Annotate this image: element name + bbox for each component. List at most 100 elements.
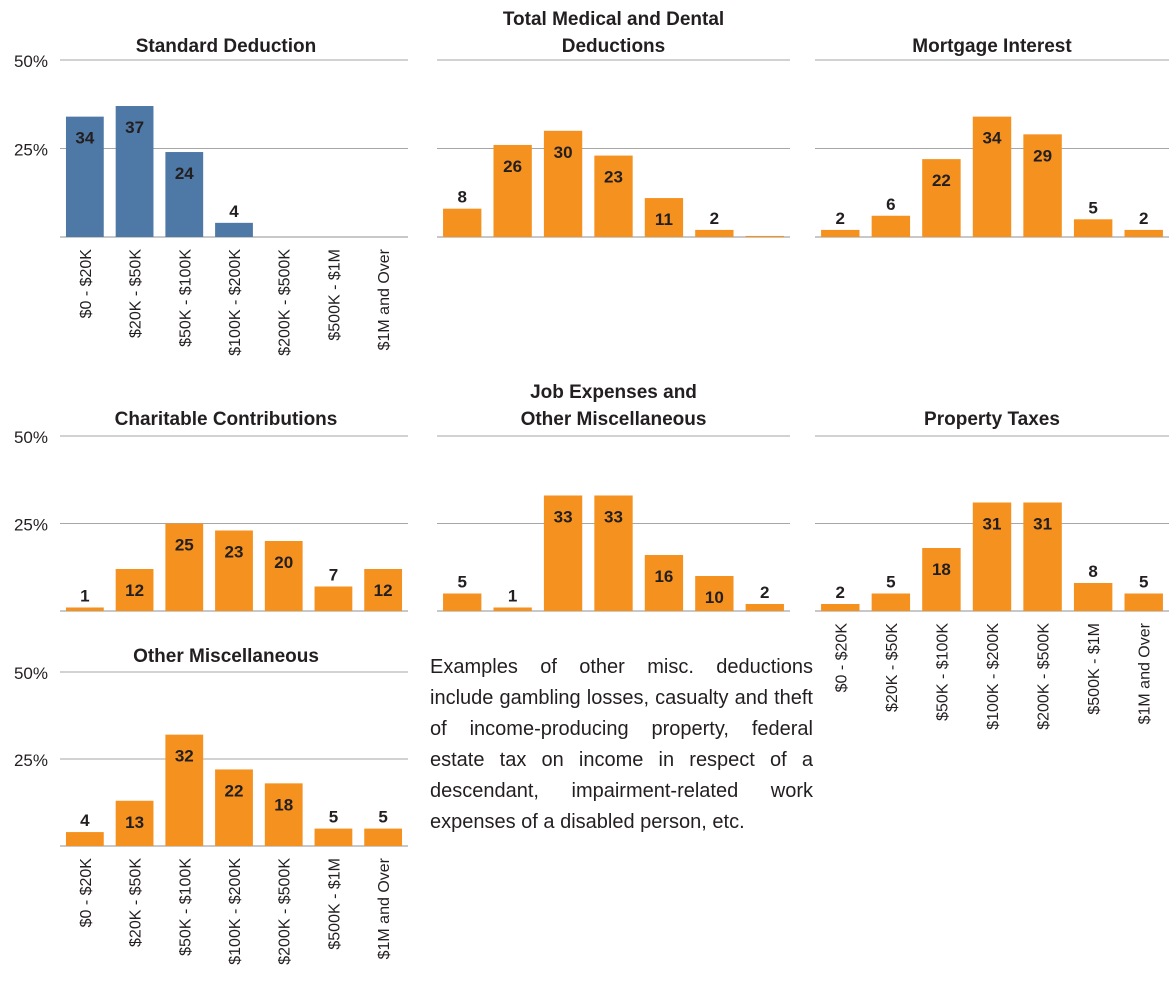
chart-title: Property Taxes <box>924 409 1060 430</box>
chart-4: Job Expenses and Other Miscellaneous 5 1 33 3… <box>437 382 790 612</box>
bar <box>115 569 154 611</box>
bar-value-label: 12 <box>125 581 144 600</box>
bar <box>1023 134 1062 237</box>
bar <box>364 569 403 611</box>
bar <box>644 555 684 611</box>
bar <box>215 530 253 611</box>
bar <box>745 235 784 237</box>
bar-value-label: 18 <box>932 560 951 579</box>
bar-value-label: 34 <box>75 129 94 148</box>
bar-value-label: 29 <box>1033 146 1052 165</box>
bar-value-label: 20 <box>274 553 293 572</box>
x-tick-label: $1M and Over <box>376 248 393 350</box>
bar <box>65 832 104 846</box>
chart-title: Total Medical and Dental <box>503 9 724 30</box>
bar-value-label: 12 <box>374 581 393 600</box>
bar <box>264 541 303 611</box>
bar-value-label: 5 <box>457 573 466 592</box>
bar <box>695 229 734 237</box>
x-tick-label: $100K - $200K <box>227 249 244 356</box>
bar-value-label: 31 <box>1033 515 1052 534</box>
bar <box>1124 593 1163 611</box>
bar-value-label: 5 <box>886 573 895 592</box>
bar <box>543 495 583 611</box>
bar <box>871 593 911 611</box>
bar-value-label: 33 <box>604 508 623 527</box>
bar-value-label: 11 <box>655 210 673 229</box>
bar-value-label: 8 <box>457 188 466 207</box>
bar-value-label: 6 <box>886 195 895 214</box>
bar <box>165 152 204 237</box>
y-tick-label: 50% <box>14 664 48 683</box>
bar-value-label: 2 <box>836 209 845 228</box>
chart-title: Other Miscellaneous <box>521 409 707 430</box>
x-tick-label: $50K - $100K <box>934 623 951 721</box>
chart-title: Mortgage Interest <box>912 36 1072 57</box>
bar <box>543 130 583 237</box>
bar <box>115 106 154 238</box>
bar <box>264 783 303 846</box>
chart-6: 50% 25% Other Miscellaneous 4 13 32 22 18 5 5 $0 -… <box>14 646 408 965</box>
chart-1: Total Medical and Dental Deductions 8 26 30 2… <box>437 9 790 238</box>
bar-value-label: 22 <box>932 171 951 190</box>
bar <box>1073 219 1113 237</box>
bar <box>165 734 204 846</box>
bar-value-label: 2 <box>710 209 719 228</box>
bar-value-label: 33 <box>554 508 573 527</box>
bar <box>314 586 353 611</box>
bar-value-label: 37 <box>125 118 144 137</box>
bar-value-label: 23 <box>225 543 244 562</box>
bar-value-label: 8 <box>1088 562 1097 581</box>
bar-value-label: 10 <box>705 588 724 607</box>
bar <box>871 215 911 237</box>
bar <box>443 593 482 611</box>
bar <box>493 144 532 237</box>
x-tick-label: $100K - $200K <box>985 623 1002 730</box>
bar-value-label: 5 <box>378 808 387 827</box>
bar-value-label: 18 <box>274 795 293 814</box>
bar-value-label: 1 <box>508 587 517 606</box>
bar-value-label: 7 <box>329 566 338 585</box>
bar <box>65 607 104 611</box>
y-tick-label: 50% <box>14 428 48 447</box>
bar <box>922 159 961 237</box>
chart-title: Charitable Contributions <box>115 409 338 430</box>
x-tick-label: $500K - $1M <box>1086 623 1103 715</box>
bar <box>1124 229 1163 237</box>
bar-value-label: 13 <box>125 813 144 832</box>
bar <box>65 116 104 237</box>
bar <box>364 828 403 846</box>
bar <box>821 604 860 611</box>
bar-value-label: 24 <box>175 164 194 183</box>
bar <box>115 800 154 846</box>
chart-title: Standard Deduction <box>136 36 317 57</box>
x-tick-label: $50K - $100K <box>177 249 194 347</box>
bar-value-label: 22 <box>225 781 244 800</box>
chart-title: Deductions <box>562 36 665 57</box>
chart-0: 50% 25% Standard Deduction 34 37 24 4 $0 - $20K… <box>14 36 408 356</box>
bar-value-label: 23 <box>604 168 623 187</box>
chart-3: 50% 25% Charitable Contributions 1 12 25 23 20 7… <box>14 409 408 612</box>
bar-value-label: 34 <box>983 129 1002 148</box>
x-tick-label: $200K - $500K <box>277 249 294 356</box>
x-tick-label: $500K - $1M <box>326 249 343 341</box>
x-tick-label: $1M and Over <box>1137 622 1154 724</box>
bar <box>165 523 204 611</box>
chart-5: Property Taxes 2 5 18 31 31 8 5 $0 - $20K $20K - … <box>815 409 1169 730</box>
bar <box>215 222 253 237</box>
x-tick-label: $0 - $20K <box>78 249 95 319</box>
bar <box>644 198 684 237</box>
bar <box>314 828 353 846</box>
x-tick-label: $500K - $1M <box>326 858 343 950</box>
x-tick-label: $20K - $50K <box>884 623 901 712</box>
bar-value-label: 31 <box>983 515 1002 534</box>
bar <box>215 769 253 846</box>
x-tick-label: $0 - $20K <box>78 858 95 928</box>
x-tick-label: $0 - $20K <box>833 623 850 693</box>
bar-value-label: 5 <box>1088 198 1097 217</box>
x-tick-label: $20K - $50K <box>128 249 145 338</box>
bar-value-label: 4 <box>229 202 239 221</box>
other-misc-note: Examples of other misc. deductions inclu… <box>430 656 813 833</box>
x-tick-label: $20K - $50K <box>128 858 145 947</box>
x-tick-label: $200K - $500K <box>1036 623 1053 730</box>
